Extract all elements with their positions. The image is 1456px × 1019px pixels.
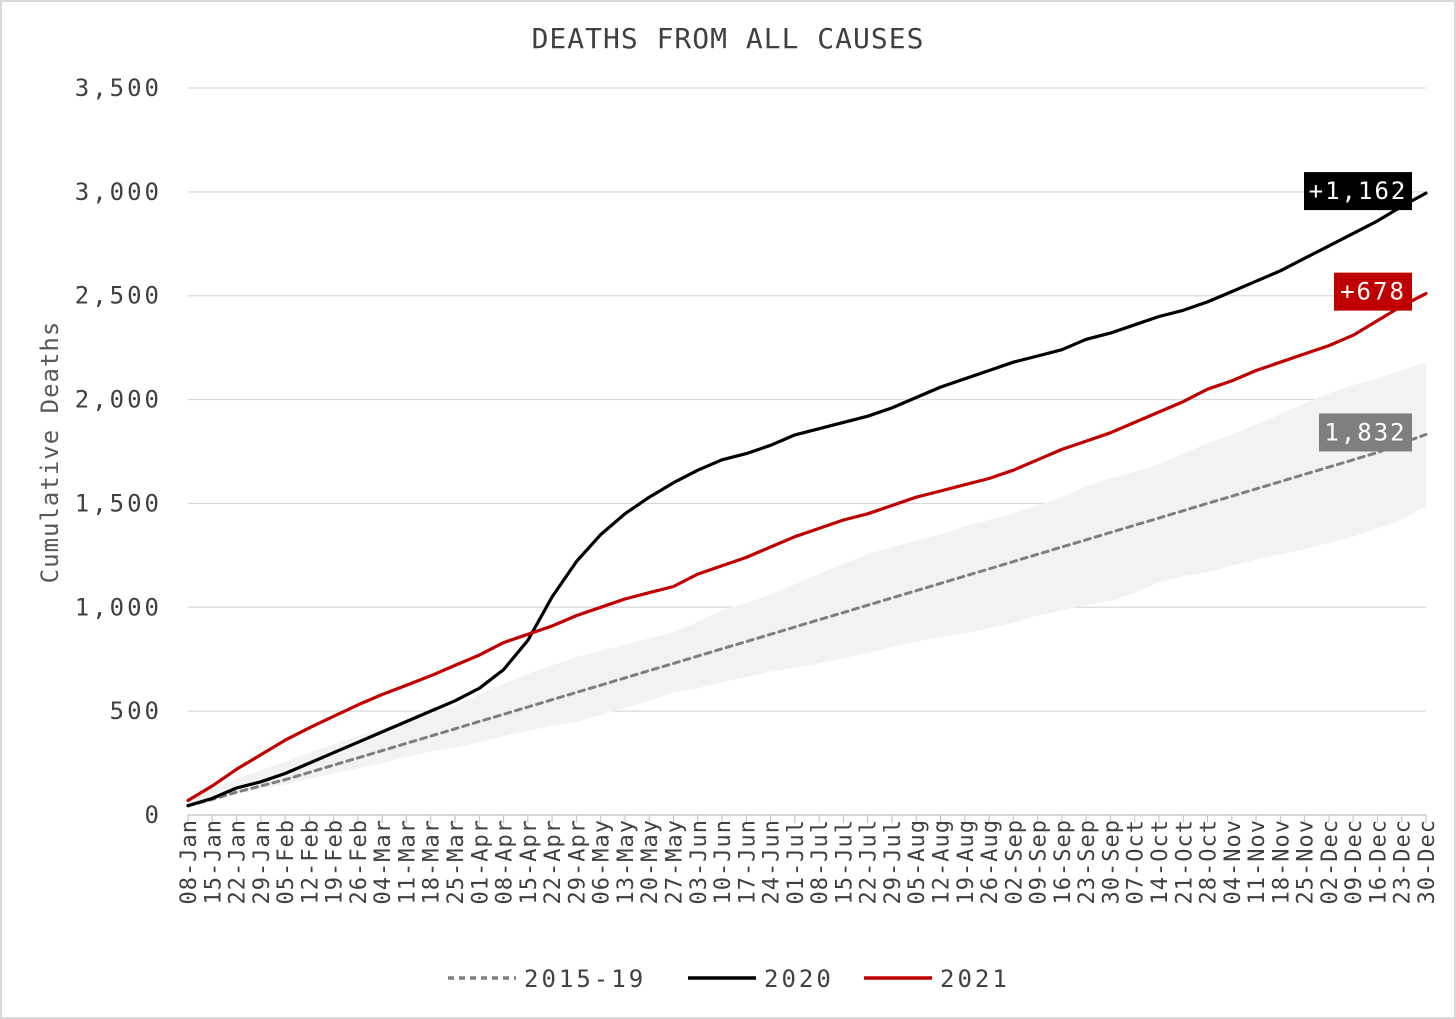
y-tick-label: 3,000 <box>75 178 162 206</box>
y-tick-label: 2,000 <box>75 386 162 414</box>
x-tick-label: 19-Aug <box>954 819 979 904</box>
x-tick-label: 16-Sep <box>1051 819 1076 904</box>
x-tick-label: 08-Jul <box>808 819 833 904</box>
x-tick-label: 02-Sep <box>1002 819 1027 904</box>
x-tick-label: 08-Apr <box>493 819 518 904</box>
x-tick-label: 26-Feb <box>347 819 372 904</box>
x-tick-label: 20-May <box>638 819 663 904</box>
x-tick-label: 05-Aug <box>905 819 930 904</box>
x-tick-label: 12-Feb <box>298 819 323 904</box>
x-tick-label: 22-Apr <box>541 819 566 904</box>
x-tick-label: 14-Oct <box>1148 819 1173 904</box>
callout-box <box>1319 413 1412 452</box>
x-tick-label: 15-Jan <box>201 819 226 904</box>
x-tick-label: 29-Jan <box>250 819 275 904</box>
y-tick-label: 1,500 <box>75 489 162 517</box>
x-tick-label: 18-Nov <box>1269 819 1294 904</box>
x-tick-label: 01-Apr <box>468 819 493 904</box>
legend-label: 2015-19 <box>524 965 646 993</box>
x-tick-label: 11-Mar <box>395 819 420 904</box>
callout-box <box>1334 272 1412 311</box>
end-value-callouts: +1,162 +678 1,832 <box>1304 172 1412 452</box>
x-tick-label: 12-Aug <box>930 819 955 904</box>
x-tick-label: 22-Jan <box>226 819 251 904</box>
x-tick-label: 28-Oct <box>1197 819 1222 904</box>
x-tick-label: 06-May <box>590 819 615 904</box>
x-tick-label: 27-May <box>662 819 687 904</box>
x-tick-label: 09-Dec <box>1342 819 1367 904</box>
x-tick-label: 05-Feb <box>274 819 299 904</box>
x-tick-label: 24-Jun <box>760 819 785 904</box>
x-tick-label: 04-Mar <box>371 819 396 904</box>
x-tick-label: 10-Jun <box>711 819 736 904</box>
x-tick-label: 23-Dec <box>1391 819 1416 904</box>
x-tick-label: 13-May <box>614 819 639 904</box>
x-tick-label: 21-Oct <box>1172 819 1197 904</box>
x-tick-label: 09-Sep <box>1027 819 1052 904</box>
x-tick-labels: 08-Jan 15-Jan 22-Jan 29-Jan 05-Feb 12-Feb 19-F… <box>177 815 1440 904</box>
x-tick-label: 22-Jul <box>857 819 882 904</box>
x-tick-label: 29-Jul <box>881 819 906 904</box>
y-tick-label: 3,500 <box>75 74 162 102</box>
y-axis-label: Cumulative Deaths <box>36 321 64 584</box>
y-tick-label: 500 <box>110 697 162 725</box>
x-tick-label: 29-Apr <box>565 819 590 904</box>
callout-label: +678 <box>1340 278 1406 306</box>
x-tick-label: 18-Mar <box>420 819 445 904</box>
x-tick-label: 16-Dec <box>1366 819 1391 904</box>
series-line-2021 <box>186 292 1428 803</box>
x-tick-label: 26-Aug <box>978 819 1003 904</box>
x-tick-label: 19-Feb <box>323 819 348 904</box>
x-tick-label: 01-Jul <box>784 819 809 904</box>
legend: 2015-19 2020 2021 <box>448 965 1010 993</box>
x-tick-label: 03-Jun <box>687 819 712 904</box>
x-tick-label: 15-Apr <box>517 819 542 904</box>
callout-label: 1,832 <box>1324 418 1406 446</box>
x-tick-label: 04-Nov <box>1221 819 1246 904</box>
y-tick-label: 2,500 <box>75 282 162 310</box>
callout-box <box>1304 172 1412 211</box>
x-tick-label: 25-Mar <box>444 819 469 904</box>
y-tick-labels: 0 500 1,000 1,500 2,000 2,500 3,000 3,500 <box>75 74 162 829</box>
x-tick-label: 15-Jul <box>832 819 857 904</box>
x-tick-label: 08-Jan <box>177 819 202 904</box>
legend-label: 2020 <box>764 965 834 993</box>
series-line-2015-19 <box>186 433 1428 808</box>
range-band <box>188 362 1426 804</box>
series-line-2020 <box>186 191 1428 808</box>
x-tick-label: 07-Oct <box>1124 819 1149 904</box>
x-tick-label: 11-Nov <box>1245 819 1270 904</box>
x-tick-label: 30-Sep <box>1099 819 1124 904</box>
y-tick-label: 0 <box>145 801 162 829</box>
x-tick-label: 25-Nov <box>1294 819 1319 904</box>
x-tick-label: 17-Jun <box>735 819 760 904</box>
callout-label: +1,162 <box>1309 177 1408 205</box>
x-tick-label: 23-Sep <box>1075 819 1100 904</box>
y-tick-label: 1,000 <box>75 593 162 621</box>
series-lines <box>186 191 1428 808</box>
range-band-area <box>188 362 1426 804</box>
x-tick-label: 02-Dec <box>1318 819 1343 904</box>
x-tick-label: 30-Dec <box>1415 819 1440 904</box>
legend-label: 2021 <box>940 965 1010 993</box>
chart-title: DEATHS FROM ALL CAUSES <box>532 22 925 55</box>
